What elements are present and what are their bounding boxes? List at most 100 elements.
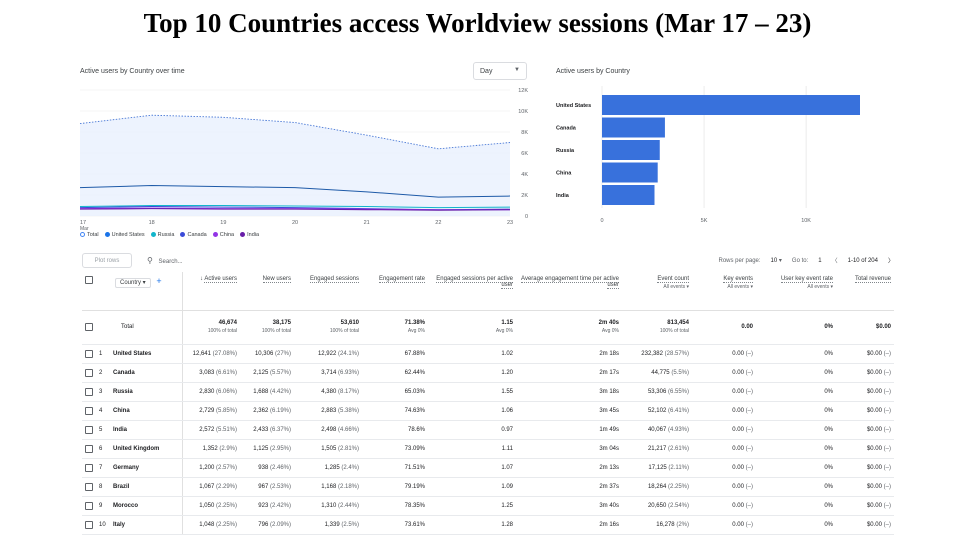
row-country[interactable]: Russia (110, 382, 183, 402)
cell-nu-pct: (4.42%) (269, 388, 291, 395)
table-row[interactable]: 4 China 2,729 (5.85%) 2,362 (6.19%) 2,883 (5… (82, 401, 894, 421)
row-country[interactable]: Brazil (110, 477, 183, 497)
legend-label: India (247, 232, 260, 238)
row-checkbox[interactable] (85, 406, 93, 415)
cell-aet: 2m 16s (599, 521, 619, 528)
bar-category-label: Russia (556, 148, 575, 154)
table-row[interactable]: 7 Germany 1,200 (2.57%) 938 (2.46%) 1,285 (2… (82, 458, 894, 478)
total-new-users-sub: 100% of total (261, 328, 291, 334)
plot-rows-button[interactable]: Plot rows (82, 253, 132, 268)
cell-tr-pct: (–) (883, 464, 891, 471)
row-country[interactable]: China (110, 401, 183, 421)
search-box[interactable]: ⚲ Search... (147, 256, 183, 265)
table-row[interactable]: 9 Morocco 1,050 (2.25%) 923 (2.42%) 1,310 (2… (82, 496, 894, 516)
row-checkbox[interactable] (85, 444, 93, 453)
cell-ke: 0.00 (732, 502, 744, 509)
legend-dot-icon (240, 232, 246, 237)
row-country[interactable]: United Kingdom (110, 439, 183, 459)
table-row[interactable]: 1 United States 12,641 (27.08%) 10,306 (27%… (82, 344, 894, 364)
row-checkbox[interactable] (85, 501, 93, 510)
cell-nu-pct: (2.46%) (269, 464, 291, 471)
row-checkbox[interactable] (85, 520, 93, 529)
col-key-events[interactable]: Key events (723, 276, 753, 283)
cell-aet: 2m 18s (599, 350, 619, 357)
goto-input[interactable]: 1 (818, 257, 822, 264)
row-country[interactable]: India (110, 420, 183, 440)
key-events-filter[interactable]: All events ▾ (727, 284, 753, 290)
col-engagement-rate[interactable]: Engagement rate (378, 276, 425, 283)
total-label: Total (121, 324, 134, 330)
cell-aet: 3m 40s (599, 502, 619, 509)
col-active-users[interactable]: Active users (204, 276, 237, 283)
legend-item[interactable]: Canada (180, 232, 207, 238)
dimension-label: Country (120, 280, 142, 286)
rows-per-page-value: 10 (770, 258, 778, 264)
select-all-checkbox[interactable] (85, 276, 93, 284)
cell-ke: 0.00 (732, 369, 744, 376)
cell-epu: 0.97 (501, 426, 513, 433)
cell-es-pct: (2.44%) (337, 502, 359, 509)
prev-page-icon[interactable]: 〈 (831, 259, 838, 265)
cell-er: 65.03% (404, 388, 425, 395)
row-country[interactable]: Germany (110, 458, 183, 478)
series-line-total (79, 114, 511, 150)
user-key-filter[interactable]: All events ▾ (807, 284, 833, 290)
y-tick-label: 10K (518, 109, 528, 115)
legend-dot-icon (104, 232, 110, 237)
next-page-icon[interactable]: 〉 (887, 259, 894, 265)
cell-tr: $0.00 (866, 445, 882, 452)
y-tick-label: 6K (521, 151, 528, 157)
add-dimension-icon[interactable]: + (156, 276, 162, 286)
cell-es: 1,339 (324, 521, 340, 528)
col-user-key-rate[interactable]: User key event rate (780, 276, 833, 283)
pagination: Rows per page: 10 ▾ Go to: 1 〈 1-10 of 2… (719, 256, 894, 266)
legend-item[interactable]: Total (80, 232, 99, 238)
granularity-dropdown[interactable]: Day ▼ (473, 62, 527, 80)
cell-er: 67.88% (404, 350, 425, 357)
event-count-filter[interactable]: All events ▾ (663, 284, 689, 290)
rows-per-page-select[interactable]: 10 ▾ (771, 257, 782, 264)
dimension-select[interactable]: Country ▾ (115, 278, 151, 288)
row-checkbox[interactable] (85, 387, 93, 396)
row-country[interactable]: Morocco (110, 496, 183, 516)
total-row: Total 46,674 100% of total 38,175 100% of … (82, 310, 894, 345)
col-engaged-sessions[interactable]: Engaged sessions (309, 276, 359, 283)
row-checkbox[interactable] (85, 349, 93, 358)
row-checkbox[interactable] (85, 368, 93, 377)
cell-ukr: 0% (824, 407, 833, 414)
cell-tr-pct: (–) (883, 350, 891, 357)
col-event-count[interactable]: Event count (657, 276, 689, 283)
row-checkbox[interactable] (85, 463, 93, 472)
cell-ec-pct: (2.54%) (667, 502, 689, 509)
legend-item[interactable]: India (240, 232, 259, 238)
table-row[interactable]: 8 Brazil 1,067 (2.29%) 967 (2.53%) 1,168 (2.… (82, 477, 894, 497)
cell-ke: 0.00 (732, 388, 744, 395)
cell-nu: 2,125 (253, 369, 269, 376)
col-avg-engagement[interactable]: Average engagement time per active user (521, 276, 619, 289)
table-row[interactable]: 10 Italy 1,048 (2.25%) 796 (2.09%) 1,339 (2.… (82, 515, 894, 535)
row-checkbox[interactable] (85, 482, 93, 491)
col-total-revenue[interactable]: Total revenue (854, 276, 891, 283)
cell-epu: 1.07 (501, 464, 513, 471)
row-checkbox[interactable] (85, 425, 93, 434)
row-country[interactable]: Canada (110, 363, 183, 383)
legend-item[interactable]: China (212, 232, 234, 238)
row-country[interactable]: Italy (110, 515, 183, 535)
col-new-users[interactable]: New users (262, 276, 291, 283)
table-row[interactable]: 3 Russia 2,830 (6.06%) 1,688 (4.42%) 4,380 (… (82, 382, 894, 402)
bar (602, 140, 660, 160)
cell-tr-pct: (–) (883, 483, 891, 490)
legend-item[interactable]: Russia (150, 232, 174, 238)
row-country[interactable]: United States (110, 344, 183, 364)
cell-aet: 3m 04s (599, 445, 619, 452)
total-checkbox[interactable] (85, 323, 93, 331)
cell-au-pct: (2.25%) (215, 502, 237, 509)
search-input[interactable]: Search... (158, 259, 183, 265)
table-row[interactable]: 6 United Kingdom 1,352 (2.9%) 1,125 (2.95%)… (82, 439, 894, 459)
cell-tr: $0.00 (866, 502, 882, 509)
table-row[interactable]: 2 Canada 3,083 (6.61%) 2,125 (5.57%) 3,714 (… (82, 363, 894, 383)
legend-item[interactable]: United States (104, 232, 145, 238)
table-row[interactable]: 5 India 2,572 (5.51%) 2,433 (6.37%) 2,498 (4… (82, 420, 894, 440)
col-engaged-per-user[interactable]: Engaged sessions per active user (436, 276, 513, 289)
cell-au: 2,729 (199, 407, 215, 414)
